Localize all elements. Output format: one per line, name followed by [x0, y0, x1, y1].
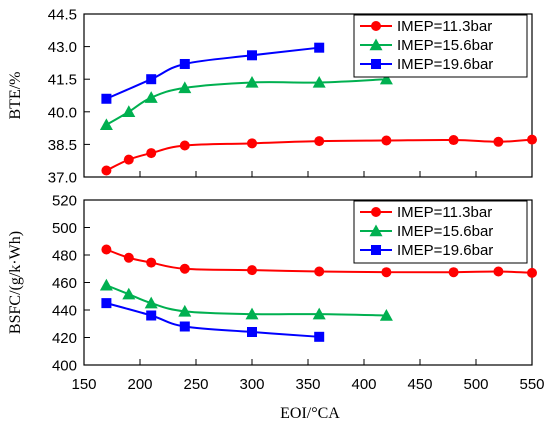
legend-marker	[371, 207, 381, 217]
data-point	[99, 278, 113, 291]
data-point	[247, 50, 257, 61]
data-point	[247, 138, 257, 149]
data-point	[178, 81, 192, 94]
data-point	[245, 307, 259, 320]
data-point	[101, 165, 112, 176]
legend-marker	[371, 59, 381, 69]
x-tick-label: 150	[71, 376, 96, 393]
data-point	[146, 257, 157, 268]
data-point	[144, 296, 158, 309]
y-axis-label: BTE/%	[7, 72, 24, 120]
data-point	[179, 58, 190, 69]
y-tick-label: 41.5	[48, 72, 77, 89]
y-axis-label: BSFC/(g/k·Wh)	[7, 231, 24, 334]
data-point	[527, 134, 537, 145]
data-point	[123, 154, 134, 165]
x-tick-label: 200	[127, 376, 152, 393]
y-tick-label: 40.0	[48, 104, 77, 121]
y-tick-label: 520	[52, 193, 77, 210]
y-tick-label: 460	[52, 275, 77, 292]
data-point	[381, 267, 392, 278]
data-point	[312, 75, 326, 88]
data-point	[247, 327, 257, 337]
data-point	[122, 105, 136, 117]
x-tick-label: 450	[407, 376, 432, 393]
data-point	[99, 118, 113, 131]
data-point	[146, 310, 157, 321]
series-line	[105, 46, 320, 100]
data-point	[379, 72, 393, 85]
x-tick-label: 350	[295, 376, 320, 393]
series-line	[106, 302, 320, 338]
legend-label: IMEP=19.6bar	[397, 56, 493, 73]
data-point	[144, 91, 158, 103]
y-tick-label: 400	[52, 358, 77, 375]
data-point	[247, 265, 257, 276]
y-tick-label: 500	[52, 220, 77, 237]
data-point	[146, 74, 157, 85]
x-tick-label: 300	[239, 376, 264, 393]
data-point	[146, 148, 157, 159]
data-point	[101, 93, 112, 104]
data-point	[123, 252, 134, 263]
data-point	[101, 244, 112, 255]
data-point	[245, 75, 259, 88]
y-tick-label: 480	[52, 248, 77, 265]
series-line	[106, 248, 533, 274]
y-tick-label: 44.5	[48, 7, 77, 24]
data-point	[314, 42, 325, 53]
y-tick-label: 43.0	[48, 39, 77, 56]
bte-panel: 37.0 38.5 40.0 41.5 43.0 44.5 BTE/% IMEP=11.3ba…	[7, 7, 537, 187]
y-tick-label: 38.5	[48, 137, 77, 154]
legend-marker	[371, 245, 381, 255]
data-point	[314, 331, 325, 342]
y-tick-label: 440	[52, 303, 77, 320]
y-tick-label: 420	[52, 330, 77, 347]
x-tick-label: 500	[463, 376, 488, 393]
x-tick-label: 550	[519, 376, 544, 393]
data-point	[448, 267, 459, 278]
legend-label: IMEP=11.3bar	[397, 18, 492, 35]
x-tick-label: 400	[351, 376, 376, 393]
y-tick-label: 37.0	[48, 170, 77, 187]
legend-label: IMEP=19.6bar	[397, 242, 493, 259]
data-point	[312, 307, 326, 320]
legend-label: IMEP=15.6bar	[397, 37, 493, 54]
series-line	[105, 138, 533, 172]
x-axis-label: EOI/°CA	[280, 405, 340, 422]
data-point	[448, 135, 459, 146]
data-point	[381, 135, 392, 146]
data-point	[314, 136, 325, 147]
data-point	[527, 267, 537, 278]
data-point	[122, 287, 136, 300]
legend-marker	[369, 38, 383, 51]
data-point	[101, 298, 112, 309]
x-tick-label: 250	[183, 376, 208, 393]
data-point	[314, 266, 325, 277]
legend-label: IMEP=15.6bar	[397, 223, 493, 240]
data-point	[493, 266, 504, 277]
legend-label: IMEP=11.3bar	[397, 204, 492, 221]
bsfc-panel: 400 420 440 460 480 500 520 150 200 250 300 350 400 4…	[7, 193, 545, 394]
data-point	[179, 263, 190, 274]
data-point	[179, 140, 190, 151]
data-point	[178, 304, 192, 317]
data-point	[493, 136, 504, 147]
data-point	[379, 309, 393, 321]
legend-marker	[369, 224, 383, 237]
data-point	[179, 321, 190, 332]
legend-marker	[371, 21, 381, 31]
